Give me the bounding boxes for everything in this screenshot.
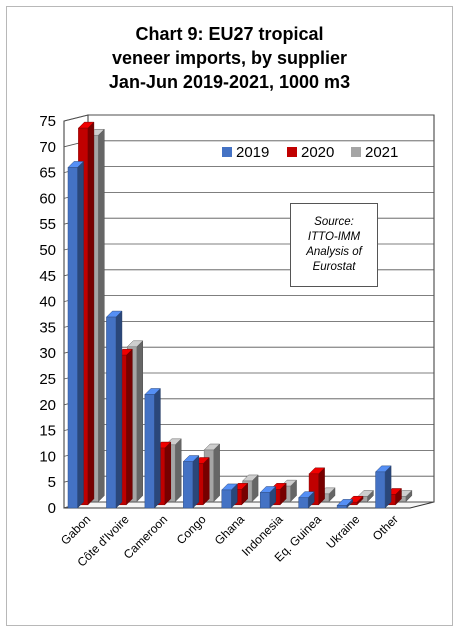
y-tick-label: 55 (39, 216, 56, 233)
chart-title: Chart 9: EU27 tropical veneer imports, b… (0, 22, 459, 94)
x-tick-label: Ukraine (323, 512, 362, 551)
source-line-4: Eurostat (312, 261, 356, 273)
y-tick-label: 0 (48, 500, 56, 517)
y-tick-label: 30 (39, 345, 56, 362)
y-tick-label: 70 (39, 139, 56, 156)
y-tick-label: 5 (48, 474, 56, 491)
y-tick-label: 10 (39, 448, 56, 465)
bar-2020-eq-guinea (308, 467, 326, 506)
x-tick-label: Gabon (58, 512, 93, 547)
x-tick-label: Congo (174, 512, 209, 547)
gridline (63, 114, 434, 122)
y-tick-label: 50 (39, 242, 56, 259)
y-tick-label: 65 (39, 165, 56, 182)
source-line-3: Analysis of (306, 246, 362, 258)
bars (67, 121, 413, 509)
y-tick-label: 40 (39, 294, 56, 311)
bar-2019-indonesia (259, 485, 277, 509)
legend-swatch-2020 (287, 147, 297, 157)
bar-2019-eq-guinea (298, 491, 315, 509)
legend: 2019 2020 2021 (222, 144, 398, 161)
source-line-2: ITTO-IMM (307, 231, 361, 243)
x-tick-label: Ghana (212, 512, 248, 548)
bar-2019-c-te-d-ivoire (105, 310, 123, 509)
chart-title-line-1: Chart 9: EU27 tropical (135, 24, 324, 44)
y-tick-label: 60 (39, 190, 56, 207)
legend-label: 2019 (236, 144, 269, 161)
bar-2019-gabon (67, 160, 85, 509)
y-tick-label: 20 (39, 397, 56, 414)
legend-swatch-2019 (222, 147, 232, 157)
legend-label: 2021 (365, 144, 398, 161)
y-tick-label: 25 (39, 371, 56, 388)
bar-2019-ukraine (336, 498, 354, 509)
bar-2019-other (374, 465, 392, 509)
bar-2019-congo (182, 454, 200, 509)
bar-2019-ghana (221, 483, 238, 509)
chart-title-line-2: veneer imports, by supplier (111, 48, 348, 68)
bar-2019-cameroon (144, 387, 161, 509)
source-line-1: Source: (314, 216, 354, 228)
source-annotation: Source: ITTO-IMM Analysis of Eurostat (290, 203, 378, 287)
y-tick-label: 35 (39, 319, 56, 336)
x-tick-label: Other (370, 512, 401, 543)
legend-swatch-2021 (351, 147, 361, 157)
y-tick-label: 15 (39, 423, 56, 440)
chart-title-line-3: Jan-Jun 2019-2021, 1000 m3 (108, 72, 351, 92)
y-tick-label: 75 (39, 113, 56, 130)
y-tick-label: 45 (39, 268, 56, 285)
y-axis-ticks: 0 5 10 15 20 25 30 35 40 45 50 55 60 65 70 75 (39, 113, 56, 517)
legend-label: 2020 (301, 144, 334, 161)
